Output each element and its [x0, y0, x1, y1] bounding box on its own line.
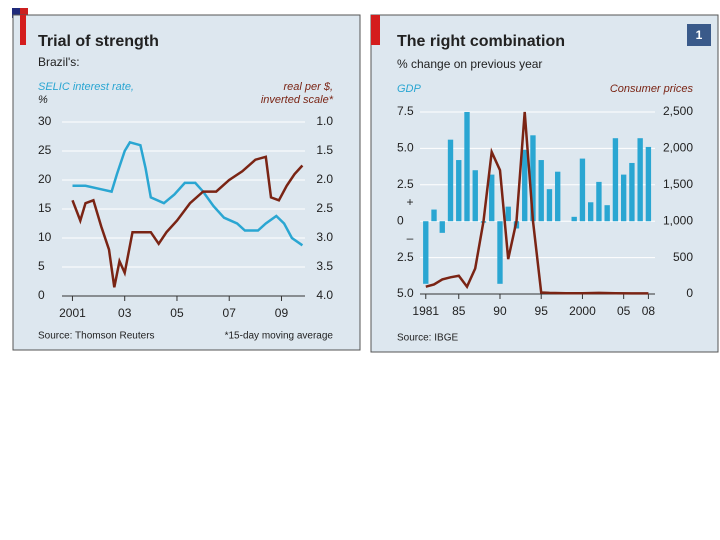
bullet-mark	[12, 8, 20, 18]
y-tick-label: 2.5	[397, 177, 414, 191]
bar	[555, 171, 561, 222]
y-tick-label: 5.0	[397, 141, 414, 155]
badge-text: 1	[696, 28, 703, 42]
bar	[497, 221, 503, 284]
bar	[522, 149, 528, 222]
subtitle: % change on previous year	[397, 57, 542, 71]
legend-label: SELIC interest rate,	[38, 81, 134, 93]
y2-tick-label: 4.0	[316, 288, 333, 302]
y2-axis-label: inverted scale*	[261, 94, 334, 106]
y2-tick-label: 2,500	[663, 104, 693, 118]
bar	[596, 181, 602, 222]
y2-tick-label: 2,000	[663, 141, 693, 155]
y-tick-label: 30	[38, 114, 52, 128]
x-tick-label: 09	[275, 306, 289, 320]
y2-tick-label: 1,000	[663, 213, 693, 227]
sign-label: +	[406, 195, 413, 209]
x-tick-label: 2001	[59, 306, 86, 320]
bullet-mark	[20, 8, 28, 18]
x-tick-label: 95	[535, 304, 549, 318]
badge	[687, 24, 711, 46]
line	[72, 140, 304, 247]
bar	[447, 139, 454, 222]
bar	[472, 170, 478, 222]
note: *15-day moving average	[225, 331, 334, 342]
accent-tab	[20, 15, 26, 45]
panel	[370, 14, 719, 353]
y2-tick-label: 1.0	[316, 114, 333, 128]
y-tick-label: 25	[38, 143, 52, 157]
line	[71, 155, 304, 288]
sign-label: –	[407, 231, 414, 245]
accent-tab	[371, 15, 380, 45]
chart-title: The right combination	[397, 33, 565, 50]
legend-label: real per $,	[283, 81, 333, 93]
y2-tick-label: 3.5	[316, 259, 333, 273]
line	[425, 111, 649, 295]
chart-title: Trial of strength	[38, 33, 159, 50]
x-tick-label: 08	[642, 304, 656, 318]
bar	[604, 205, 610, 222]
source: Source: IBGE	[397, 333, 458, 344]
y-tick-label: 10	[38, 230, 52, 244]
bar	[456, 160, 462, 222]
legend-label: Consumer prices	[610, 83, 694, 95]
bar	[464, 112, 470, 222]
bar	[538, 160, 544, 222]
bar	[612, 138, 619, 222]
bar	[546, 189, 553, 222]
y-axis-label: %	[38, 94, 48, 106]
y-tick-label: 7.5	[397, 104, 414, 118]
y-tick-label: 20	[38, 172, 52, 186]
legend-label: GDP	[397, 83, 422, 95]
y2-tick-label: 2.0	[316, 172, 333, 186]
x-tick-label: 03	[118, 306, 132, 320]
bar	[588, 202, 594, 222]
source: Source: Thomson Reuters	[38, 331, 155, 342]
y-tick-label: 0	[38, 288, 45, 302]
x-tick-label: 85	[452, 304, 466, 318]
bar	[489, 174, 495, 222]
x-tick-label: 2000	[569, 304, 596, 318]
y-tick-label: 5.0	[397, 286, 414, 300]
bar	[530, 135, 536, 222]
bar	[637, 138, 643, 222]
y-tick-label: 2.5	[397, 250, 414, 264]
y-tick-label: 5	[38, 259, 45, 273]
y2-tick-label: 1,500	[663, 177, 693, 191]
x-tick-label: 05	[170, 306, 184, 320]
bar	[431, 209, 437, 222]
x-tick-label: 05	[617, 304, 631, 318]
bar	[629, 162, 635, 222]
bar	[505, 206, 511, 222]
bar	[620, 174, 627, 222]
y2-tick-label: 1.5	[316, 143, 333, 157]
x-tick-label: 90	[493, 304, 507, 318]
bar	[579, 158, 586, 222]
y-tick-label: 0	[397, 213, 404, 227]
y2-tick-label: 500	[673, 250, 693, 264]
subtitle: Brazil's:	[38, 55, 80, 69]
y-tick-label: 15	[38, 201, 52, 215]
x-tick-label: 07	[223, 306, 237, 320]
bar	[423, 221, 429, 284]
y2-tick-label: 0	[686, 286, 693, 300]
bar	[571, 216, 577, 222]
bar	[645, 146, 652, 222]
y2-tick-label: 2.5	[316, 201, 333, 215]
y2-tick-label: 3.0	[316, 230, 333, 244]
x-tick-label: 1981	[412, 304, 439, 318]
bar	[439, 221, 445, 233]
